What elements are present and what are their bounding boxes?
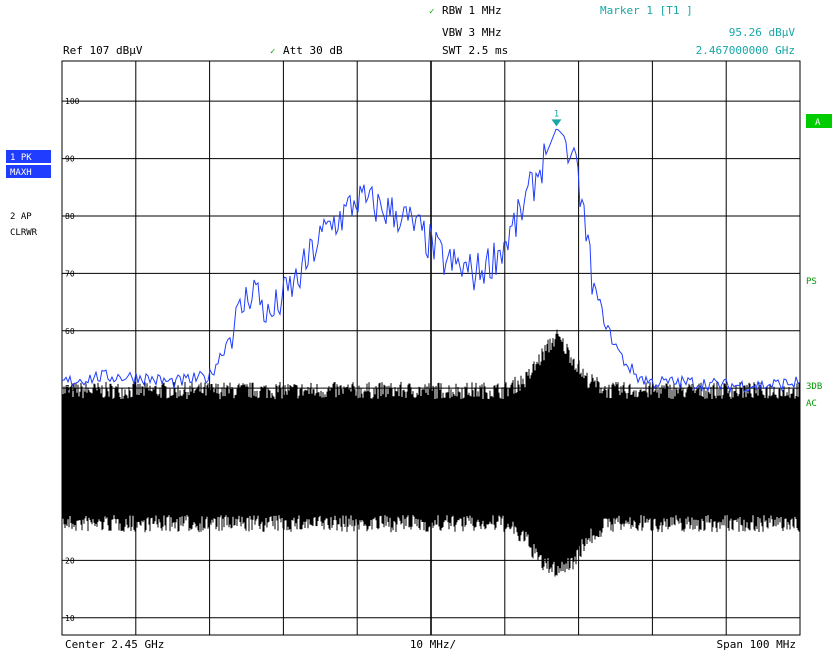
trace1-label: 1 PK [10, 153, 32, 163]
ref-level-label: Ref 107 dBµV [63, 44, 143, 57]
trace1-mode-bg [6, 165, 51, 178]
vbw-label: VBW 3 MHz [442, 26, 502, 39]
trace-1-maxhold [61, 128, 801, 394]
badge-a-bg [806, 114, 832, 128]
marker-level: 95.26 dBµV [729, 26, 796, 39]
marker-1-triangle [551, 119, 562, 127]
marker-title: Marker 1 [T1 ] [600, 4, 693, 17]
three-db-label: 3DB [806, 382, 822, 392]
y-tick-label: 70 [65, 269, 75, 278]
frequency-span: Span 100 MHz [717, 638, 796, 651]
center-frequency: Center 2.45 GHz [65, 638, 164, 651]
attenuation-label: Att 30 dB [283, 44, 343, 57]
y-tick-label: 20 [65, 556, 75, 565]
trace1-label-bg [6, 150, 51, 163]
rbw-label: RBW 1 MHz [442, 4, 502, 17]
frequency-per-div: 10 MHz/ [410, 638, 456, 651]
ps-label: PS [806, 277, 817, 287]
marker-frequency: 2.467000000 GHz [696, 44, 795, 57]
rbw-coupled-mark: ✓ [429, 7, 434, 17]
y-tick-label: 10 [65, 614, 75, 623]
y-tick-label: 80 [65, 212, 75, 221]
ac-label: AC [806, 399, 817, 409]
swt-label: SWT 2.5 ms [442, 44, 508, 57]
trace1-mode: MAXH [10, 168, 32, 178]
y-tick-label: 90 [65, 155, 75, 164]
badge-a: A [815, 118, 821, 128]
trace2-label: 2 AP [10, 212, 32, 222]
att-coupled-mark: ✓ [270, 47, 275, 57]
marker-1-label: 1 [554, 109, 559, 119]
trace-2-average [61, 329, 801, 577]
trace2-mode: CLRWR [10, 228, 38, 238]
y-tick-label: 100 [65, 97, 80, 106]
y-tick-label: 60 [65, 327, 75, 336]
